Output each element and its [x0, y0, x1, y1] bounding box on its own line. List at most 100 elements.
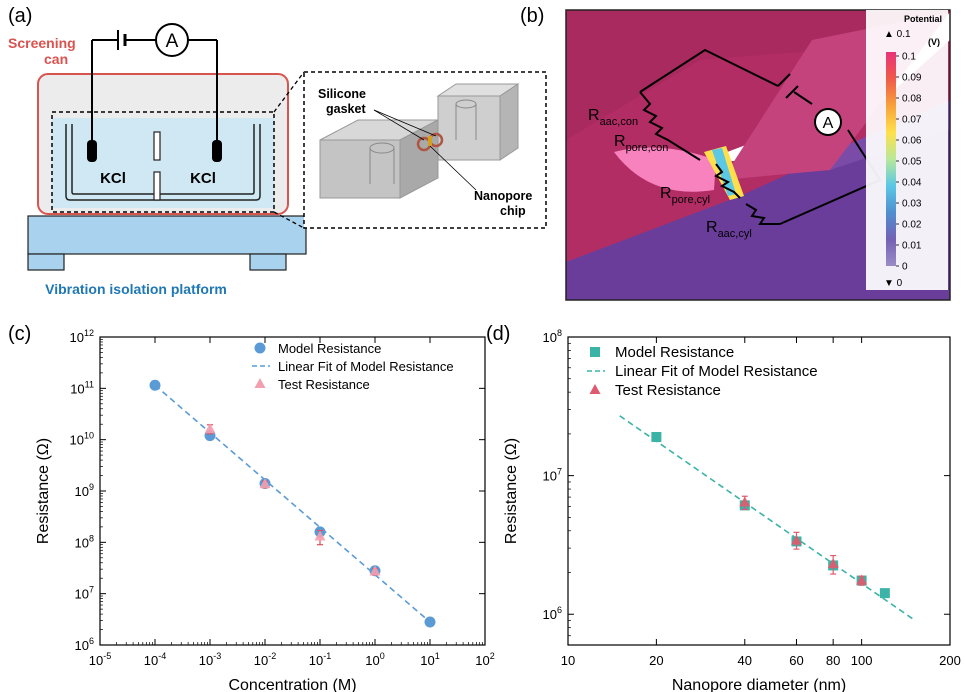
cell-outer-wall — [65, 124, 261, 201]
x-tick-label: 10-5 — [89, 651, 111, 668]
y-tick-label-exp: 6 — [89, 636, 94, 646]
panel-b: (b) A Raac,con Rpore,con — [520, 5, 951, 301]
zoom-line-bottom — [273, 211, 305, 229]
x-tick-label-base: 10 — [420, 653, 434, 668]
test-point — [856, 574, 868, 585]
y-tick-label-exp: 7 — [89, 585, 94, 595]
colorbar-background — [866, 10, 948, 290]
x-tick-label: 101 — [420, 651, 439, 668]
colorbar-tick-label: 0.09 — [902, 73, 922, 84]
isolation-platform-top — [27, 215, 307, 255]
y-axis-label: Resistance (Ω) — [35, 438, 52, 544]
colorbar-gradient — [886, 52, 896, 266]
x-tick-label-exp: -3 — [213, 651, 221, 661]
colorbar-tick-label: 0.08 — [902, 94, 922, 105]
panel-a: (a) Screening can A KCl KCl Vibra — [8, 5, 547, 297]
plot-frame — [567, 336, 951, 646]
flow-cell-3d — [319, 83, 520, 199]
x-tick-label-exp: 2 — [490, 651, 495, 661]
x-tick-label-exp: -2 — [268, 651, 276, 661]
colorbar-max: ▲ 0.1 — [884, 29, 911, 40]
colorbar-tick-label: 0.01 — [902, 241, 922, 252]
panel-c-label: (c) — [8, 323, 31, 345]
x-axis-label: Nanopore diameter (nm) — [672, 677, 846, 692]
colorbar-tick-label: 0.03 — [902, 199, 922, 210]
colorbar-tick-label: 0.02 — [902, 220, 922, 231]
y-tick-label-base: 10 — [70, 381, 84, 396]
y-tick-label-exp: 12 — [84, 328, 94, 338]
kcl-right-label: KCl — [190, 170, 216, 187]
model-point — [879, 588, 890, 599]
y-axis-label: Resistance (Ω) — [503, 438, 520, 544]
y-tick-label: 1010 — [70, 431, 94, 448]
x-tick-label: 80 — [826, 653, 840, 668]
model-point — [149, 379, 161, 391]
legend-label: Linear Fit of Model Resistance — [615, 363, 818, 380]
x-tick-label-base: 10 — [144, 653, 158, 668]
test-point — [204, 423, 216, 434]
resistor-pore-zigzag — [714, 163, 741, 199]
panel-d-label: (d) — [486, 323, 510, 345]
y-tick-label-exp: 11 — [85, 379, 94, 389]
panel-b-label: (b) — [520, 5, 544, 27]
x-tick-label-exp: 0 — [380, 651, 385, 661]
panel-c: (c) 10-5 10-4 10-3 10-2 10-1 100 101 1021061071… — [8, 323, 495, 692]
x-tick-label-exp: -1 — [323, 651, 331, 661]
gasket-leader-2 — [373, 109, 437, 137]
x-tick-label-base: 10 — [199, 653, 213, 668]
y-tick-label-exp: 6 — [557, 605, 562, 615]
colorbar-title: Potential — [904, 14, 942, 24]
y-tick-label: 1011 — [70, 379, 94, 396]
test-point — [739, 496, 751, 507]
y-tick-label-base: 10 — [75, 587, 89, 602]
x-tick-label: 10-3 — [199, 651, 221, 668]
panel-b-frame — [565, 9, 951, 301]
resistor-label-aac-cyl: Raac,cyl — [706, 219, 752, 240]
colorbar-tick-label: 0.05 — [902, 157, 922, 168]
pore-cone — [614, 147, 716, 192]
zoom-line-top — [273, 71, 305, 113]
linear-fit-line — [619, 415, 914, 620]
y-tick-label: 107 — [543, 467, 562, 484]
y-tick-label-base: 10 — [543, 607, 557, 622]
model-point — [424, 616, 436, 628]
ammeter-b-label: A — [823, 115, 834, 132]
y-tick-label-exp: 8 — [89, 533, 94, 543]
x-tick-label: 10 — [561, 653, 575, 668]
test-point — [369, 565, 381, 576]
y-tick-label: 108 — [75, 533, 94, 550]
legend-swatch-model — [590, 347, 600, 357]
panel-a-label: (a) — [8, 5, 32, 27]
x-tick-label: 102 — [475, 651, 494, 668]
colorbar-tick-label: 0.07 — [902, 115, 922, 126]
legend: Model Resistance Linear Fit of Model Resi… — [587, 344, 818, 399]
resistor-label-pore-con: Rpore,con — [614, 133, 668, 154]
resistor-aac-con-zigzag — [639, 91, 701, 161]
right-electrode — [212, 140, 222, 162]
colorbar-tick-label: 0 — [902, 262, 908, 273]
legend-label: Test Resistance — [278, 377, 370, 392]
y-tick-label-exp: 10 — [84, 431, 94, 441]
test-point — [314, 530, 326, 541]
kcl-left-label: KCl — [100, 170, 126, 187]
legend-label: Model Resistance — [615, 344, 734, 361]
legend-swatch-test — [254, 378, 266, 388]
y-tick-label-base: 10 — [75, 638, 89, 653]
legend-swatch-test — [589, 384, 601, 394]
x-tick-label: 10-4 — [144, 651, 166, 668]
nanopore-chip-shape — [428, 136, 432, 146]
colorbar-ticks: 0.1 0.09 0.08 0.07 0.06 0.05 0.04 0.03 0.02 0.01 0 — [896, 52, 922, 273]
chip-leader — [429, 145, 477, 191]
x-tick-label-base: 10 — [254, 653, 268, 668]
x-tick-label-exp: -4 — [158, 651, 166, 661]
legend: Model Resistance Linear Fit of Model Resi… — [252, 341, 454, 392]
legend-swatch-model — [254, 342, 266, 354]
test-point — [790, 534, 802, 545]
y-tick-label: 1012 — [70, 328, 94, 345]
cell-inner-wall — [71, 124, 255, 195]
gasket-leader-1 — [373, 109, 425, 141]
legend-label: Model Resistance — [278, 341, 381, 356]
x-tick-label-exp: -5 — [103, 651, 111, 661]
screening-can-label-line2: can — [44, 51, 68, 67]
